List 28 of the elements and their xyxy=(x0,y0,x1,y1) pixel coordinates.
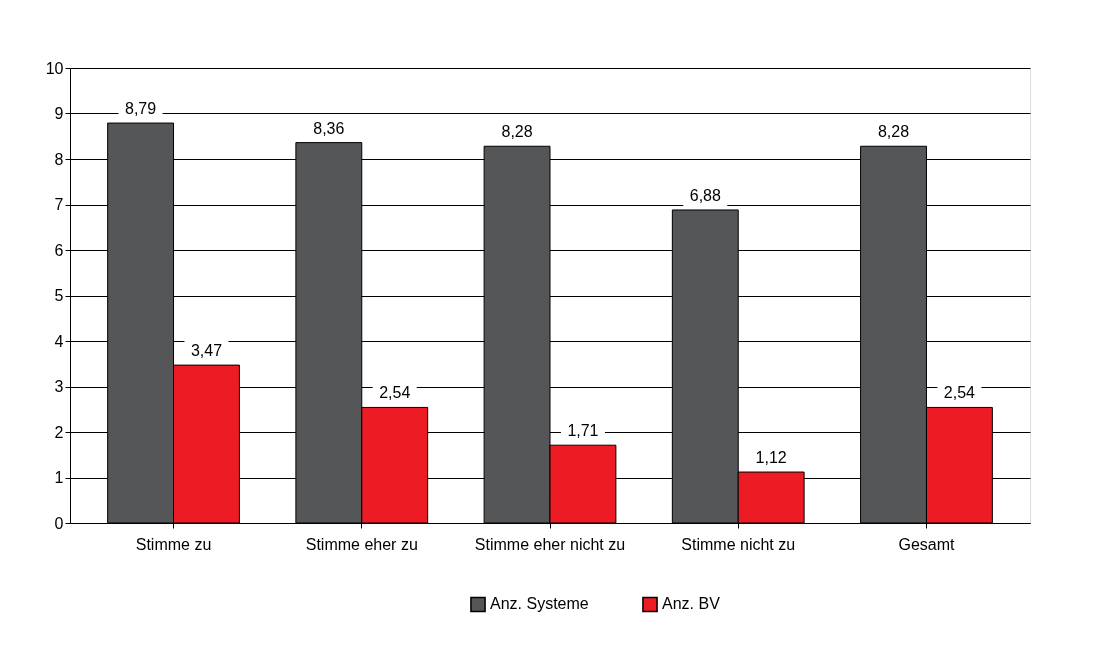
y-tick-label: 10 xyxy=(45,59,64,77)
x-tick-label: Stimme zu xyxy=(135,535,212,553)
x-tick-label: Stimme eher nicht zu xyxy=(474,535,626,553)
data-label: 8,79 xyxy=(125,100,157,118)
legend-label: Anz. Systeme xyxy=(490,595,589,613)
y-tick-label: 2 xyxy=(54,423,64,441)
y-tick-label: 0 xyxy=(54,514,64,532)
data-label: 1,71 xyxy=(567,422,599,440)
data-label: 6,88 xyxy=(689,186,721,204)
y-tick-label: 6 xyxy=(54,241,64,259)
y-tick-label: 8 xyxy=(54,150,64,168)
data-label: 2,54 xyxy=(379,384,411,402)
data-label: 3,47 xyxy=(190,342,223,360)
x-tick-label: Gesamt xyxy=(898,535,956,553)
x-tick-label: Stimme eher zu xyxy=(305,535,418,553)
y-tick-label: 9 xyxy=(54,105,64,122)
data-label: 1,12 xyxy=(755,449,787,467)
y-tick-label: 3 xyxy=(54,378,64,395)
y-tick-label: 7 xyxy=(54,196,64,213)
data-label: 8,28 xyxy=(501,123,533,141)
data-label: 2,54 xyxy=(943,384,976,402)
data-label: 8,36 xyxy=(313,119,345,137)
y-tick-label: 5 xyxy=(54,287,64,304)
x-tick-label: Stimme nicht zu xyxy=(681,535,796,553)
y-tick-label: 1 xyxy=(54,469,64,486)
legend-label: Anz. BV xyxy=(662,595,721,613)
y-tick-label: 4 xyxy=(54,332,64,350)
data-label: 8,28 xyxy=(877,123,910,141)
